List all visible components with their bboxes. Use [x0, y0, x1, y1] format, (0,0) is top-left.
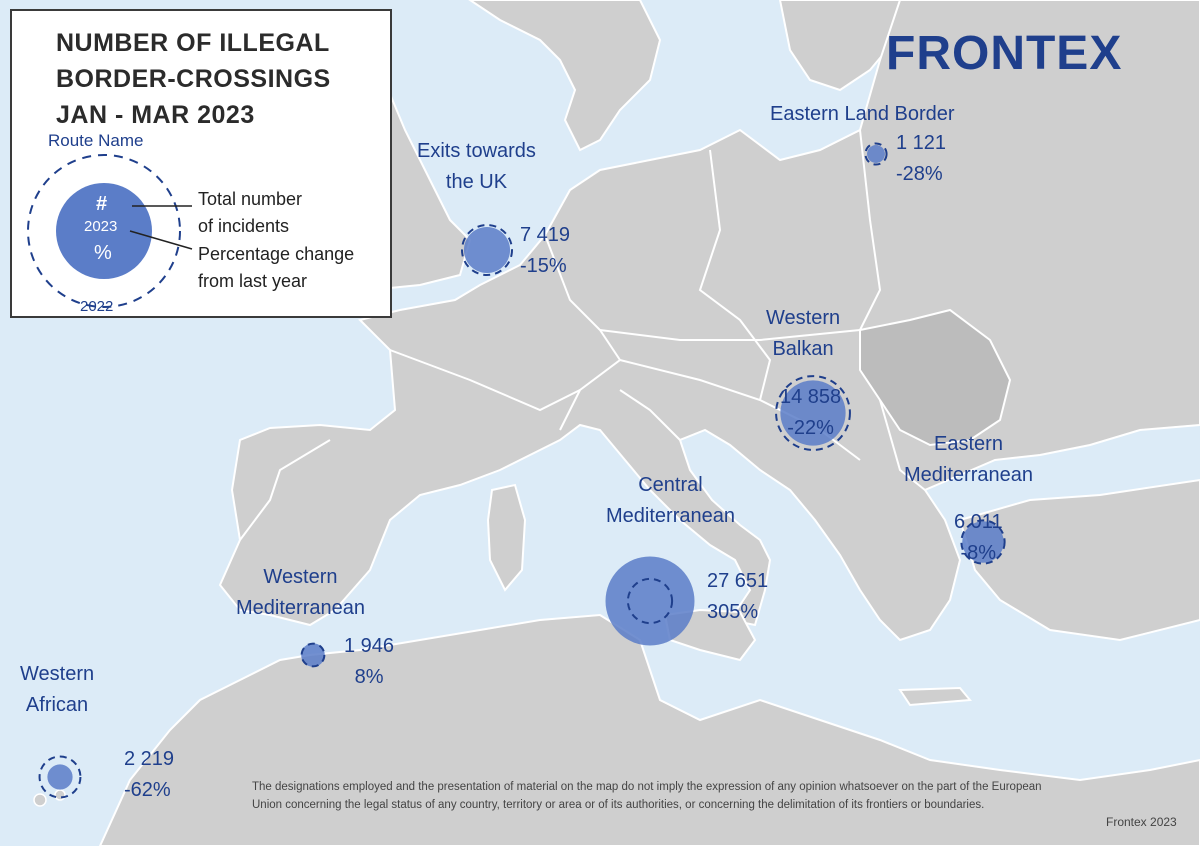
bubble-2022-eastern-land-border: [864, 142, 888, 166]
route-change: 305%: [707, 601, 759, 623]
route-name-line: Mediterranean: [606, 505, 735, 527]
route-total: 27 651: [707, 570, 769, 592]
route-name-line: African: [25, 694, 89, 716]
route-total: 7 419: [520, 224, 571, 246]
route-name-western-mediterranean: Western Mediterranean: [236, 562, 365, 624]
scandinavia-land: [468, 0, 662, 152]
route-name-line: Western: [20, 663, 95, 685]
route-name-line: Eastern: [934, 433, 1003, 455]
bubble-2023-central-mediterranean: [605, 556, 695, 646]
legend: NUMBER OF ILLEGAL BORDER-CROSSINGS JAN -…: [10, 9, 392, 318]
bubble-2022-western-balkan: [775, 375, 851, 451]
route-change: -8%: [960, 542, 997, 564]
route-total: 1 121: [896, 132, 947, 154]
legend-percent: %: [94, 242, 112, 264]
bubble-2023-exits-uk: [463, 226, 511, 274]
route-name-line: Balkan: [772, 338, 834, 360]
bubble-2023-western-african: [47, 764, 73, 790]
route-name-western-african: Western African: [20, 659, 94, 721]
route-name-line: Western: [766, 307, 841, 329]
route-name-line: Mediterranean: [236, 597, 365, 619]
legend-2022-circle: [27, 154, 181, 308]
legend-desc-change: Percentage change from last year: [198, 241, 354, 295]
bubble-2022-western-african: [38, 755, 82, 799]
route-name-exits-uk: Exits towards the UK: [417, 136, 536, 198]
legend-hash: #: [96, 193, 108, 215]
route-name-western-balkan: Western Balkan: [766, 303, 840, 365]
sardinia-land: [486, 483, 527, 592]
route-change: 8%: [354, 666, 384, 688]
bubble-2023-eastern-land-border: [867, 145, 885, 163]
route-name-line: Western: [263, 566, 338, 588]
route-total: 14 858: [780, 386, 842, 408]
route-values-western-balkan: 14 858 -22%: [780, 382, 841, 444]
legend-desc-line: Percentage change: [198, 244, 355, 264]
route-change: -15%: [520, 255, 567, 277]
bubble-2022-central-mediterranean: [626, 577, 674, 625]
credit-text: Frontex 2023: [1106, 815, 1177, 829]
bubble-2023-eastern-mediterranean: [962, 521, 1004, 563]
legend-year-previous: 2022: [80, 298, 114, 315]
route-name-line: Mediterranean: [904, 464, 1033, 486]
route-name-line: the UK: [445, 171, 508, 193]
legend-route-name: Route Name: [48, 131, 144, 150]
route-name-central-mediterranean: Central Mediterranean: [606, 470, 735, 532]
legend-desc-total: Total number of incidents: [198, 186, 302, 240]
route-name-eastern-mediterranean: Eastern Mediterranean: [904, 429, 1033, 491]
route-values-eastern-land-border: 1 121 -28%: [896, 128, 946, 190]
route-total: 6 011: [954, 511, 1003, 533]
legend-desc-line: Total number: [198, 189, 303, 209]
disclaimer-text: The designations employed and the presen…: [252, 781, 1042, 811]
route-values-central-mediterranean: 27 651 305%: [707, 566, 768, 628]
legend-desc-line: from last year: [198, 271, 308, 291]
legend-2023-circle: [56, 183, 152, 279]
legend-title-line: NUMBER OF ILLEGAL: [56, 29, 330, 57]
legend-desc-line: of incidents: [198, 216, 290, 236]
borders: [239, 129, 926, 541]
route-name-line: Eastern Land Border: [770, 103, 955, 125]
canary-island: [33, 793, 47, 807]
route-name-eastern-land-border: Eastern Land Border: [770, 99, 955, 130]
legend-title-line: BORDER-CROSSINGS: [56, 65, 331, 93]
bubble-2023-western-balkan: [780, 380, 846, 446]
route-name-line: Central: [638, 474, 703, 496]
route-name-line: Exits towards: [417, 140, 536, 162]
mainland-europe-land: [218, 0, 1200, 642]
route-values-western-mediterranean: 1 946 8%: [344, 631, 394, 693]
route-values-western-african: 2 219 -62%: [124, 744, 174, 806]
route-change: -28%: [896, 163, 943, 185]
legend-graphic: [27, 154, 193, 308]
legend-leader-change: [129, 230, 193, 250]
route-values-exits-uk: 7 419 -15%: [520, 220, 570, 282]
bubble-2023-western-mediterranean: [301, 643, 325, 667]
legend-year-current: 2023: [84, 218, 118, 235]
bubble-2022-exits-uk: [460, 223, 514, 277]
anatolia-land: [958, 478, 1200, 642]
crete-land: [898, 686, 972, 707]
frontex-logo: FRONTEX: [886, 27, 1123, 80]
route-change: -22%: [787, 417, 834, 439]
romania-bulgaria-land: [859, 308, 1012, 447]
bubble-2022-eastern-mediterranean: [960, 519, 1006, 565]
route-total: 2 219: [124, 748, 175, 770]
legend-title: NUMBER OF ILLEGAL BORDER-CROSSINGS JAN -…: [56, 25, 331, 133]
route-change: -62%: [124, 779, 171, 801]
legend-title-line: JAN - MAR 2023: [56, 101, 255, 129]
bubble-2022-western-mediterranean: [300, 642, 326, 668]
route-values-eastern-mediterranean: 6 011 -8%: [954, 507, 1003, 569]
route-total: 1 946: [344, 635, 395, 657]
